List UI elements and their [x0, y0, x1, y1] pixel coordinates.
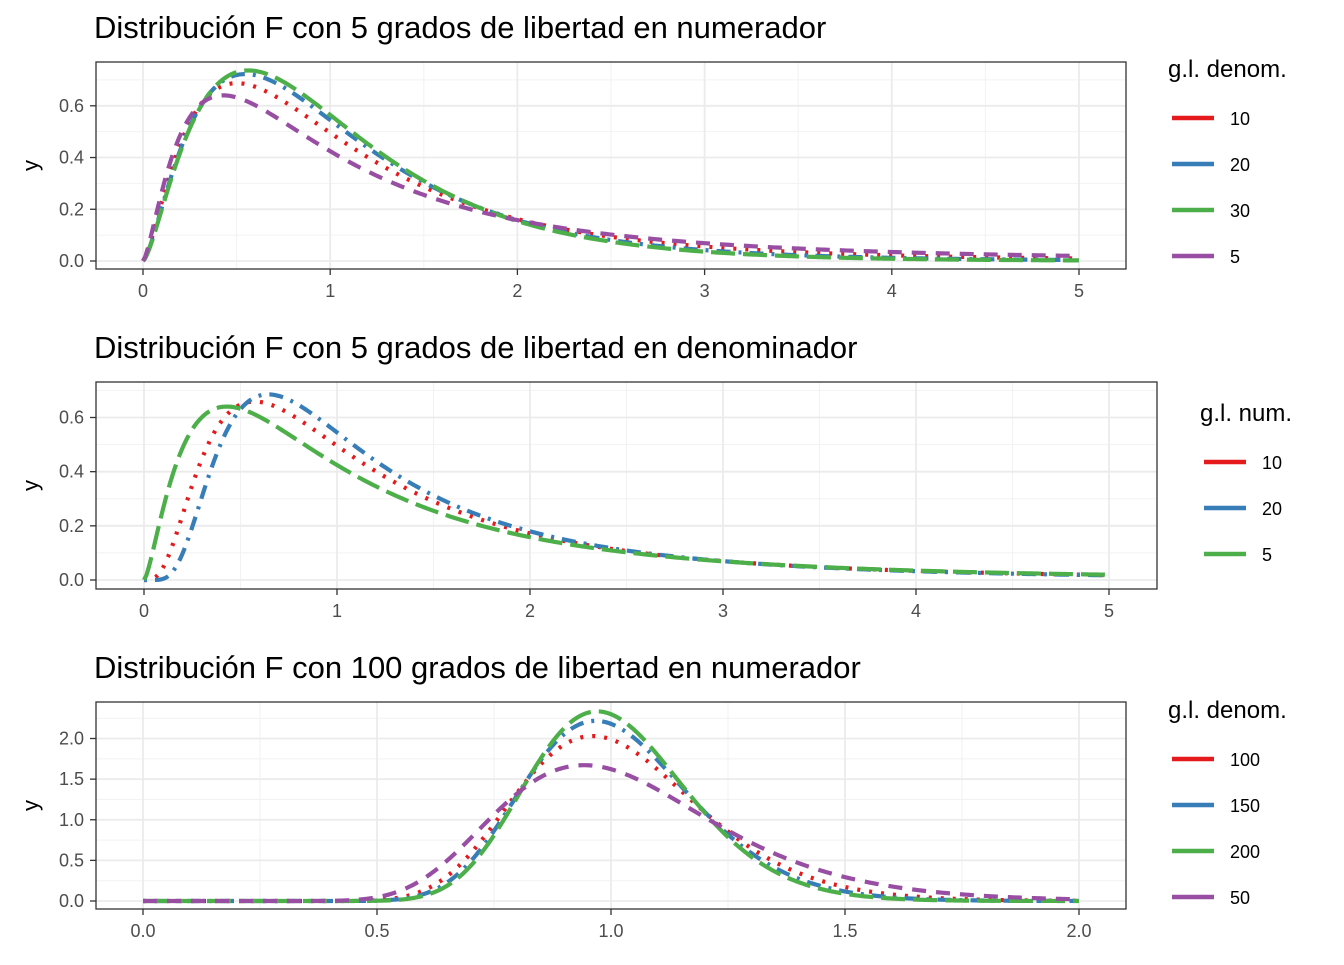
chart-panel-f-df2-5: Distribución F con 5 grados de libertad … [18, 330, 1292, 621]
x-tick-label: 4 [911, 601, 921, 621]
legend-label-100: 100 [1230, 750, 1260, 770]
y-tick-label: 2.0 [59, 729, 84, 749]
chart-panel-f-df1-100: Distribución F con 100 grados de liberta… [18, 650, 1287, 941]
legend-title: g.l. denom. [1168, 697, 1287, 724]
series-line-5 [142, 404, 1110, 581]
legend-label-30: 30 [1230, 201, 1250, 221]
panel-border [95, 61, 1127, 270]
y-tick-label: 0.4 [59, 462, 84, 482]
x-tick-label: 0 [138, 281, 148, 301]
chart-title: Distribución F con 100 grados de liberta… [94, 650, 861, 685]
series-line-10 [143, 399, 1110, 583]
series-lines [143, 709, 1080, 904]
y-tick-label: 0.6 [59, 408, 84, 428]
series-line-30 [141, 68, 1080, 263]
legend: g.l. denom. 10 20 30 5 [1168, 56, 1287, 267]
legend-label-5: 5 [1262, 545, 1272, 565]
series-line-5 [141, 93, 1080, 262]
x-tick-label: 3 [700, 281, 710, 301]
y-tick-label: 0.6 [59, 96, 84, 116]
series-line-20 [144, 392, 1110, 583]
legend-title: g.l. denom. [1168, 56, 1287, 83]
x-tick-label: 1.5 [832, 921, 857, 941]
series-line-50 [143, 763, 1080, 904]
y-tick-label: 0.0 [59, 570, 84, 590]
y-axis-label: y [18, 480, 43, 491]
x-tick-label: 3 [718, 601, 728, 621]
y-tick-label: 0.2 [59, 516, 84, 536]
grid-lines [96, 382, 1157, 589]
legend-label-50: 50 [1230, 888, 1250, 908]
y-tick-label: 1.5 [59, 769, 84, 789]
legend-label-200: 200 [1230, 842, 1260, 862]
x-tick-label: 5 [1104, 601, 1114, 621]
x-tick-label: 0.5 [364, 921, 389, 941]
chart-title: Distribución F con 5 grados de libertad … [94, 330, 857, 365]
y-tick-label: 0.0 [59, 891, 84, 911]
legend: g.l. num. 10 20 5 [1200, 400, 1292, 565]
x-tick-label: 4 [887, 281, 897, 301]
y-axis-label: y [18, 160, 43, 171]
x-tick-label: 0 [139, 601, 149, 621]
x-tick-label: 2.0 [1066, 921, 1091, 941]
x-tick-label: 1 [325, 281, 335, 301]
series-lines [142, 392, 1110, 583]
x-tick-label: 2 [512, 281, 522, 301]
y-tick-label: 0.5 [59, 850, 84, 870]
legend-label-20: 20 [1230, 155, 1250, 175]
legend-label-150: 150 [1230, 796, 1260, 816]
x-tick-label: 1 [332, 601, 342, 621]
legend-label-10: 10 [1230, 109, 1250, 129]
y-axis-label: y [18, 800, 43, 811]
chart-panel-f-df1-5: Distribución F con 5 grados de libertad … [18, 10, 1287, 301]
series-lines [141, 68, 1080, 263]
legend-label-5: 5 [1230, 247, 1240, 267]
y-tick-label: 0.0 [59, 251, 84, 271]
series-line-200 [143, 709, 1079, 904]
legend-label-20: 20 [1262, 499, 1282, 519]
y-tick-label: 1.0 [59, 810, 84, 830]
y-tick-label: 0.2 [59, 199, 84, 219]
legend-title: g.l. num. [1200, 400, 1292, 427]
panel-border [95, 381, 1158, 590]
chart-title: Distribución F con 5 grados de libertad … [94, 10, 826, 45]
x-tick-label: 0.0 [130, 921, 155, 941]
y-tick-label: 0.4 [59, 148, 84, 168]
legend-label-10: 10 [1262, 453, 1282, 473]
x-tick-label: 5 [1074, 281, 1084, 301]
legend: g.l. denom. 100 150 200 50 [1168, 697, 1287, 908]
x-tick-label: 1.0 [598, 921, 623, 941]
x-tick-label: 2 [525, 601, 535, 621]
